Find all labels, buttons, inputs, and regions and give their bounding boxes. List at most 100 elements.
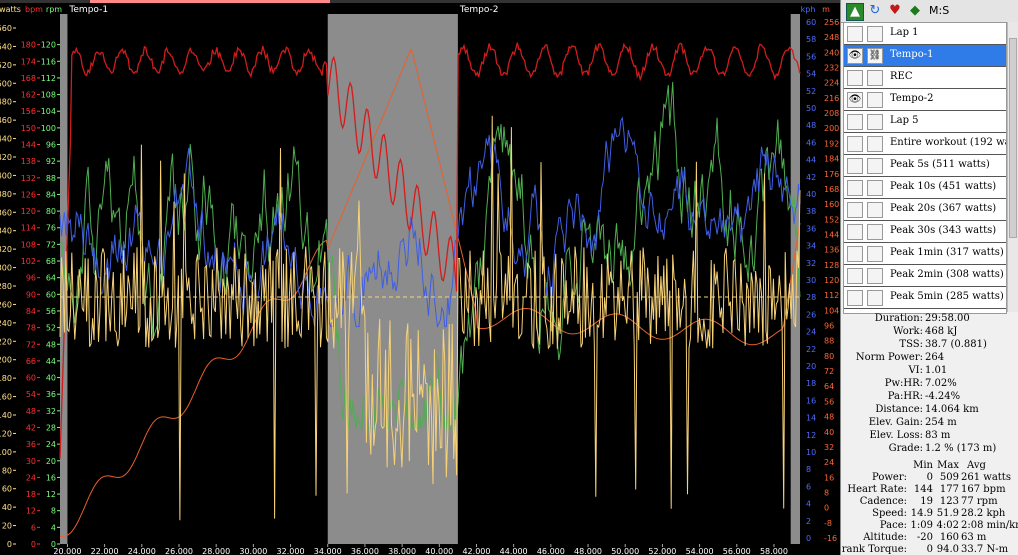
x-tick-label: 54.000 (686, 547, 714, 555)
lap-item[interactable]: Peak 5min (285 watts) (844, 287, 1006, 309)
stat-label: Duration: (874, 313, 923, 324)
top-strip-highlight (90, 0, 330, 3)
visibility-toggle-icon[interactable]: 👁 (847, 92, 863, 108)
table-cell-k: Crank Torque: (840, 544, 907, 555)
axis-tick-label: 28 (806, 293, 816, 302)
axis-tick-label: 96 (46, 141, 56, 150)
table-cell-avg: 167 bpm (961, 484, 1006, 495)
lap-item[interactable]: Entire workout (192 watts (844, 133, 1006, 155)
axis-title: bpm (25, 5, 43, 14)
lap-list-scrollbar[interactable] (1007, 22, 1018, 312)
axis-tick-label: 24 (46, 440, 56, 449)
axis-tick-label: 120 (0, 429, 12, 438)
lap-item[interactable]: 👁 ⛓ Tempo-1 (844, 45, 1006, 67)
refresh-icon[interactable]: ↻ (869, 3, 881, 18)
column-header: Max (937, 460, 959, 471)
axis-tick-label: 30 (26, 457, 36, 466)
lock-toggle-icon[interactable] (867, 268, 883, 284)
axis-tick-label: 102 (21, 257, 36, 266)
axis-tick-label: 20 (46, 457, 56, 466)
visibility-toggle-icon[interactable] (847, 136, 863, 152)
table-cell-avg: 77 rpm (961, 496, 998, 507)
axis-tick-label: 560 (0, 24, 12, 33)
axis-tick-label: 150 (21, 124, 36, 133)
x-tick-label: 30.000 (239, 547, 267, 555)
lock-toggle-icon[interactable] (867, 114, 883, 130)
axis-tick-label: 156 (21, 107, 36, 116)
visibility-toggle-icon[interactable] (847, 202, 863, 218)
lock-toggle-icon[interactable] (867, 92, 883, 108)
stat-label: Norm Power: (855, 352, 923, 363)
visibility-toggle-icon[interactable] (847, 70, 863, 86)
lock-toggle-icon[interactable] (867, 290, 883, 306)
lap-item[interactable]: Peak 5s (511 watts) (844, 155, 1006, 177)
axis-tick-label: 400 (0, 171, 12, 180)
axis-tick-label: 138 (21, 157, 36, 166)
table-cell-min: 14.9 (910, 508, 933, 519)
stat-label: Distance: (875, 404, 923, 415)
power-series-line (59, 115, 801, 521)
lap-item[interactable]: REC (844, 67, 1006, 89)
axis-tick-label: 460 (0, 116, 12, 125)
lock-toggle-icon[interactable] (867, 246, 883, 262)
marker-icon[interactable]: ◆ (910, 3, 920, 18)
axis-tick-label: 88 (824, 337, 834, 346)
column-header: Avg (967, 460, 986, 471)
table-row: Cadence: 19 123 77 rpm (841, 496, 1018, 508)
heart-icon[interactable]: ♥ (889, 3, 901, 18)
axis-tick-label: 4 (806, 500, 811, 509)
lock-toggle-icon[interactable] (867, 70, 883, 86)
axis-tick-label: 8 (806, 465, 811, 474)
axis-tick-label: 114 (21, 224, 36, 233)
axis-tick-label: 280 (0, 282, 12, 291)
scrollbar-thumb[interactable] (1009, 38, 1017, 238)
axis-tick-label: 192 (824, 139, 839, 148)
axis-tick-label: 80 (46, 207, 56, 216)
visibility-toggle-icon[interactable] (847, 290, 863, 306)
axis-tick-label: 42 (806, 173, 816, 182)
axis-tick-label: 32 (806, 259, 816, 268)
lock-toggle-icon[interactable]: ⛓ (867, 48, 883, 64)
visibility-toggle-icon[interactable] (847, 114, 863, 130)
visibility-toggle-icon[interactable] (847, 268, 863, 284)
lap-item[interactable]: Peak 10s (451 watts) (844, 177, 1006, 199)
workout-chart-svg[interactable]: Tempo-1Tempo-2watts560540520500480460440… (0, 0, 840, 555)
table-cell-min: 0 (926, 544, 933, 555)
workout-chart[interactable]: Tempo-1Tempo-2watts560540520500480460440… (0, 0, 840, 555)
axis-tick-label: 52 (806, 87, 816, 96)
lap-list[interactable]: Lap 1 👁 ⛓ Tempo-1 REC 👁 Tempo-2 Lap 5 Entire wor… (843, 22, 1007, 314)
table-cell-k: Power: (872, 472, 907, 483)
lap-item[interactable]: Lap 1 (844, 23, 1006, 45)
time-mode-toggle[interactable]: M:S (929, 4, 950, 17)
lap-item[interactable]: Peak 30s (343 watts) (844, 221, 1006, 243)
visibility-toggle-icon[interactable] (847, 158, 863, 174)
visibility-toggle-icon[interactable] (847, 26, 863, 42)
lock-toggle-icon[interactable] (867, 158, 883, 174)
lock-toggle-icon[interactable] (867, 180, 883, 196)
chart-icon[interactable]: ▲ (846, 3, 864, 21)
visibility-toggle-icon[interactable]: 👁 (847, 48, 863, 64)
axis-tick-label: 112 (41, 74, 56, 83)
lock-toggle-icon[interactable] (867, 136, 883, 152)
lap-item[interactable]: Peak 1min (317 watts) (844, 243, 1006, 265)
lap-shade (790, 14, 800, 544)
visibility-toggle-icon[interactable] (847, 224, 863, 240)
axis-tick-label: 96 (824, 322, 834, 331)
axis-tick-label: 40 (824, 428, 834, 437)
axis-title: kph (801, 5, 816, 14)
stat-value: 38.7 (0.881) (925, 339, 987, 350)
heart-rate-series-line (59, 42, 801, 459)
lap-name: REC (890, 71, 913, 82)
lock-toggle-icon[interactable] (867, 26, 883, 42)
lap-item[interactable]: Peak 20s (367 watts) (844, 199, 1006, 221)
lap-item[interactable]: Lap 5 (844, 111, 1006, 133)
axis-tick-label: 84 (46, 190, 56, 199)
lock-toggle-icon[interactable] (867, 202, 883, 218)
lock-toggle-icon[interactable] (867, 224, 883, 240)
axis-tick-label: 112 (824, 291, 839, 300)
lap-item[interactable]: 👁 Tempo-2 (844, 89, 1006, 111)
visibility-toggle-icon[interactable] (847, 246, 863, 262)
lap-item[interactable]: Peak 2min (308 watts) (844, 265, 1006, 287)
visibility-toggle-icon[interactable] (847, 180, 863, 196)
axis-tick-label: 440 (0, 135, 12, 144)
